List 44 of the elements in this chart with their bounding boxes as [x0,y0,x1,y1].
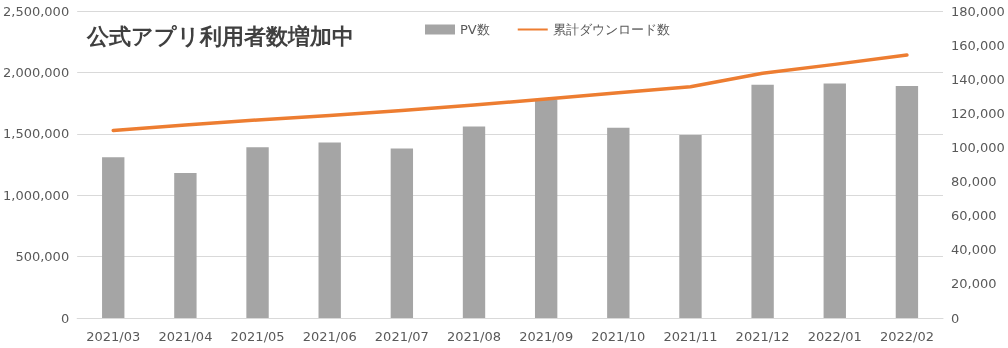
y2-tick-label: 160,000 [951,37,1005,53]
bar [679,135,702,318]
bar [246,147,269,318]
x-tick-label: 2021/08 [447,329,502,344]
bar [462,126,486,318]
y2-tick-label: 80,000 [951,174,997,190]
y2-tick-label: 100,000 [951,139,1005,155]
y2-tick-label: 120,000 [951,105,1005,121]
legend-label: PV数 [460,22,490,37]
y2-tick-label: 140,000 [951,71,1005,87]
x-tick-label: 2021/10 [591,329,646,344]
x-tick-label: 2022/02 [879,329,934,344]
text: 公式アプリ利用者数増加中 [86,23,354,49]
x-tick-label: 2021/12 [735,329,790,344]
x-tick-label: 2021/09 [519,329,574,344]
x-tick-label: 2021/06 [302,329,357,344]
y2-tick-label: 0 [951,310,960,326]
y-tick-label: 1,500,000 [2,126,70,142]
y-tick-label: 2,500,000 [2,3,70,19]
y-tick-label: 1,000,000 [2,187,70,203]
x-tick-label: 2021/03 [86,329,141,344]
x-tick-label: 2021/04 [158,329,213,344]
bar [607,127,630,318]
bar [895,85,919,318]
y2-tick-label: 20,000 [951,276,997,292]
bar [102,157,125,318]
bar [174,173,197,318]
bar [318,142,341,318]
bar [823,83,846,318]
y2-tick-label: 180,000 [951,3,1005,19]
x-tick-label: 2021/05 [230,329,285,344]
legend-label: 累計ダウンロード数 [552,22,670,37]
y2-tick-label: 40,000 [951,242,997,258]
x-tick-label: 2021/11 [663,329,718,344]
y-tick-label: 2,000,000 [2,64,70,80]
y-tick-label: 500,000 [15,249,70,265]
x-tick-label: 2022/01 [807,329,862,344]
y-tick-label: 0 [60,310,70,326]
x-tick-label: 2021/07 [374,329,429,344]
bar [534,99,558,318]
bar [751,84,774,318]
bar [390,148,414,318]
line-series [111,53,909,133]
y2-tick-label: 60,000 [951,208,997,224]
